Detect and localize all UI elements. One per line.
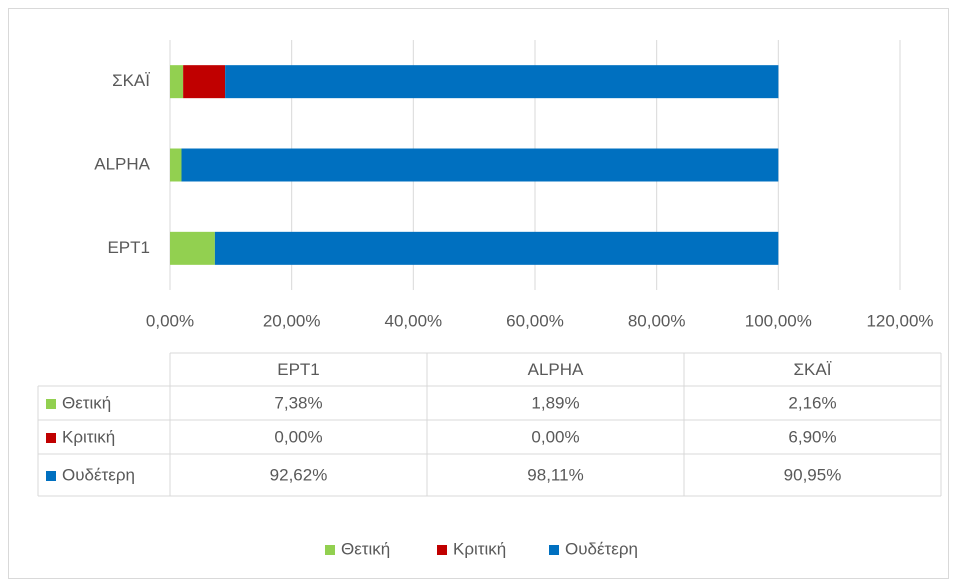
table-cell: 92,62% (270, 465, 328, 484)
table-cell: 2,16% (788, 393, 836, 412)
legend-key (437, 545, 447, 555)
table-cell: 90,95% (784, 465, 842, 484)
y-tick-label: ALPHA (94, 154, 150, 173)
x-tick-label: 20,00% (263, 311, 321, 330)
table-cell: 7,38% (274, 393, 322, 412)
table-row-label: Ουδέτερη (62, 465, 135, 484)
table-cell: 1,89% (531, 393, 579, 412)
table-legend-key (46, 471, 56, 481)
x-tick-label: 80,00% (628, 311, 686, 330)
table-cell: 6,90% (788, 427, 836, 446)
chart-border (8, 8, 949, 579)
table-row-label: Κριτική (62, 427, 115, 446)
table-row-label: Θετική (62, 393, 111, 412)
table-cell: 0,00% (531, 427, 579, 446)
table-header: ΕΡΤ1 (277, 360, 320, 379)
table-legend-key (46, 433, 56, 443)
x-tick-label: 0,00% (146, 311, 194, 330)
x-tick-label: 100,00% (745, 311, 812, 330)
y-tick-label: ΕΡΤ1 (107, 238, 150, 257)
table-header: ALPHA (528, 360, 584, 379)
table-header: ΣΚΑΪ (794, 360, 832, 379)
legend-key (325, 545, 335, 555)
bar-segment (181, 148, 779, 182)
x-tick-label: 40,00% (384, 311, 442, 330)
legend-label: Κριτική (453, 539, 506, 558)
bar-segment (214, 231, 779, 265)
legend-key (549, 545, 559, 555)
legend-label: Θετική (341, 539, 390, 558)
x-tick-label: 120,00% (866, 311, 933, 330)
bar-segment (225, 65, 779, 99)
legend-label: Ουδέτερη (565, 539, 638, 558)
bar-segment (170, 231, 215, 265)
bar-segment (170, 148, 182, 182)
x-tick-label: 60,00% (506, 311, 564, 330)
table-cell: 0,00% (274, 427, 322, 446)
bar-segment (183, 65, 226, 99)
y-tick-label: ΣΚΑΪ (112, 71, 150, 90)
bar-segment (170, 65, 184, 99)
table-cell: 98,11% (527, 465, 583, 484)
table-legend-key (46, 399, 56, 409)
